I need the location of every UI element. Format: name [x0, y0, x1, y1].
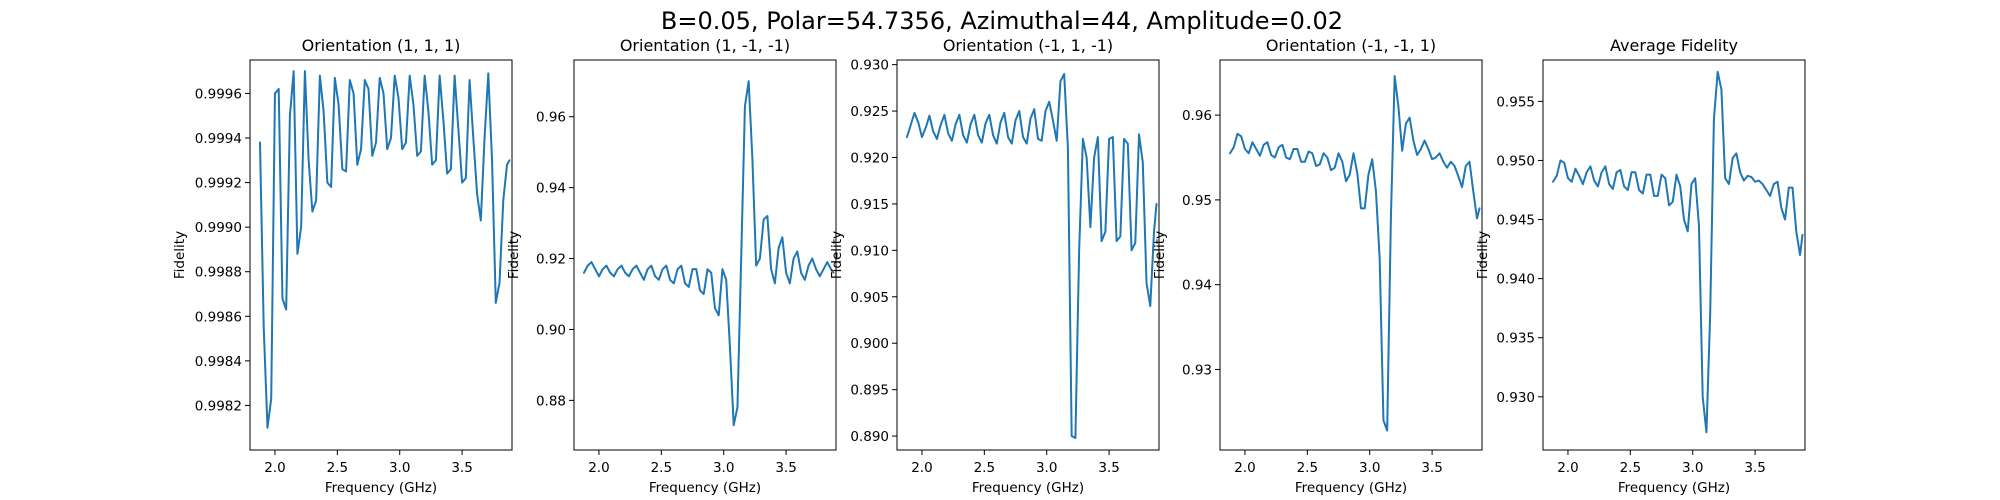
series-line — [258, 70, 511, 429]
y-tick-label: 0.95 — [1182, 193, 1212, 209]
y-tick-label: 0.9988 — [195, 265, 242, 281]
subplot-title: Orientation (-1, 1, -1) — [943, 36, 1113, 55]
x-tick-label: 2.0 — [588, 460, 609, 476]
x-axis-label: Frequency (GHz) — [649, 480, 761, 496]
x-tick-label: 3.0 — [1036, 460, 1057, 476]
x-tick-label: 2.5 — [1297, 460, 1318, 476]
x-tick-label: 3.0 — [389, 460, 410, 476]
series-line — [905, 72, 1158, 439]
subplots: 2.0 2.5 3.0 3.5 0.9982 0.9984 0.9986 0.9988 0.99… — [172, 36, 1806, 496]
x-tick-label: 3.0 — [1682, 460, 1703, 476]
y-tick-label: 0.950 — [1496, 153, 1535, 169]
x-tick-label: 2.5 — [1620, 460, 1641, 476]
series-line — [1551, 70, 1804, 434]
y-tick-label: 0.940 — [1496, 272, 1535, 288]
y-tick-label: 0.96 — [536, 110, 566, 126]
y-tick-label: 0.925 — [850, 104, 889, 120]
y-tick-label: 0.92 — [536, 252, 566, 268]
series-line — [582, 80, 835, 427]
x-tick-label: 3.5 — [1421, 460, 1442, 476]
y-tick-label: 0.9994 — [195, 131, 242, 147]
subplot-title: Orientation (-1, -1, 1) — [1266, 36, 1436, 55]
x-axis-label: Frequency (GHz) — [1295, 480, 1407, 496]
x-tick-label: 2.0 — [1557, 460, 1578, 476]
y-axis-label: Fidelity — [172, 231, 188, 279]
y-axis-label: Fidelity — [506, 231, 522, 279]
x-tick-label: 2.0 — [264, 460, 285, 476]
y-tick-label: 0.9996 — [195, 86, 242, 102]
x-axis-label: Frequency (GHz) — [972, 480, 1084, 496]
y-tick-label: 0.900 — [850, 336, 889, 352]
x-axis-label: Frequency (GHz) — [1618, 480, 1730, 496]
y-tick-label: 0.945 — [1496, 213, 1535, 229]
y-tick-label: 0.88 — [536, 393, 566, 409]
y-tick-label: 0.94 — [1182, 278, 1212, 294]
y-tick-label: 0.920 — [850, 151, 889, 167]
y-tick-label: 0.930 — [850, 58, 889, 74]
x-tick-label: 2.5 — [974, 460, 995, 476]
subplot-title: Orientation (1, -1, -1) — [620, 36, 790, 55]
subplot-title: Average Fidelity — [1610, 36, 1738, 55]
y-tick-label: 0.9992 — [195, 176, 242, 192]
axes-frame — [896, 59, 1160, 451]
x-tick-label: 2.0 — [911, 460, 932, 476]
x-tick-label: 2.0 — [1234, 460, 1255, 476]
y-tick-label: 0.93 — [1182, 362, 1212, 378]
y-tick-label: 0.895 — [850, 383, 889, 399]
y-tick-label: 0.915 — [850, 197, 889, 213]
x-tick-label: 3.5 — [775, 460, 796, 476]
y-tick-label: 0.935 — [1496, 331, 1535, 347]
y-tick-label: 0.9990 — [195, 220, 242, 236]
subplot-5: 2.0 2.5 3.0 3.5 0.930 0.935 0.940 0.945 0.950 0.9… — [1475, 36, 1806, 496]
y-axis-label: Fidelity — [829, 231, 845, 279]
axes-frame — [573, 59, 837, 451]
x-tick-label: 3.5 — [1098, 460, 1119, 476]
y-tick-label: 0.9984 — [195, 354, 242, 370]
y-tick-label: 0.90 — [536, 322, 566, 338]
x-tick-label: 3.0 — [713, 460, 734, 476]
y-tick-label: 0.890 — [850, 429, 889, 445]
y-axis-label: Fidelity — [1475, 231, 1491, 279]
subplot-1: 2.0 2.5 3.0 3.5 0.9982 0.9984 0.9986 0.9988 0.99… — [172, 36, 513, 496]
x-tick-label: 3.0 — [1359, 460, 1380, 476]
subplot-4: 2.0 2.5 3.0 3.5 0.93 0.94 0.95 0.96 Orientation … — [1152, 36, 1483, 496]
y-tick-label: 0.955 — [1496, 94, 1535, 110]
series-line — [1228, 75, 1481, 432]
y-tick-label: 0.910 — [850, 243, 889, 259]
y-tick-label: 0.94 — [536, 181, 566, 197]
x-tick-label: 2.5 — [327, 460, 348, 476]
subplot-3: 2.0 2.5 3.0 3.5 0.890 0.895 0.900 0.905 0.910 0.9… — [829, 36, 1160, 496]
x-tick-label: 3.5 — [1744, 460, 1765, 476]
y-tick-label: 0.9986 — [195, 309, 242, 325]
y-tick-label: 0.9982 — [195, 398, 242, 414]
x-tick-label: 2.5 — [651, 460, 672, 476]
y-axis-label: Fidelity — [1152, 231, 1168, 279]
y-tick-label: 0.930 — [1496, 390, 1535, 406]
subplot-2: 2.0 2.5 3.0 3.5 0.88 0.90 0.92 0.94 0.96 Orientat… — [506, 36, 837, 496]
subplot-title: Orientation (1, 1, 1) — [302, 36, 461, 55]
axes-frame — [249, 59, 513, 451]
axes-frame — [1219, 59, 1483, 451]
x-axis-label: Frequency (GHz) — [325, 480, 437, 496]
figure-suptitle: B=0.05, Polar=54.7356, Azimuthal=44, Amp… — [661, 7, 1343, 35]
x-tick-label: 3.5 — [451, 460, 472, 476]
y-tick-label: 0.96 — [1182, 108, 1212, 124]
y-tick-label: 0.905 — [850, 290, 889, 306]
axes-frame — [1542, 59, 1806, 451]
